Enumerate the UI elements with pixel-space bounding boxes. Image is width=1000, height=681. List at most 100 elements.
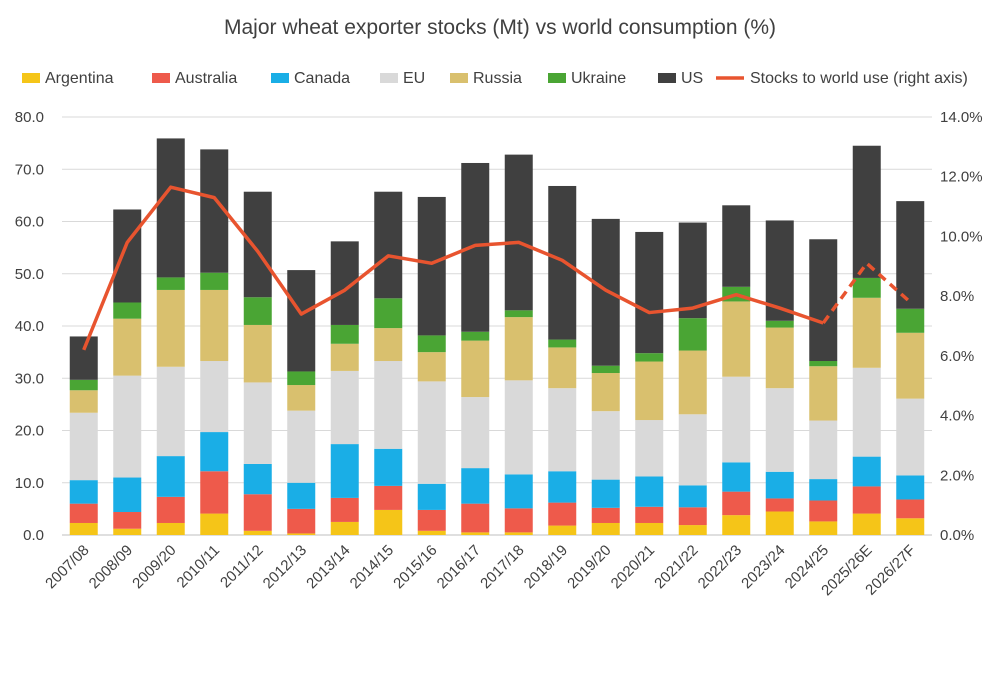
bar-segment-australia [505,508,533,532]
bar-segment-russia [853,298,881,368]
bar-stack [70,336,98,535]
x-axis: 2007/082008/092009/202010/112011/122012/… [42,542,919,599]
bar-segment-canada [679,485,707,507]
legend-item: US [658,70,703,87]
bar-segment-ukraine [548,340,576,348]
bar-segment-russia [374,328,402,361]
bar-segment-eu [418,381,446,483]
legend-item: Russia [450,70,522,87]
bar-segment-russia [157,290,185,367]
bar-segment-russia [461,341,489,397]
bar-segment-eu [853,368,881,457]
bar-segment-us [157,138,185,277]
left-tick-label: 50.0 [15,266,44,283]
bar-stack [592,219,620,535]
right-tick-label: 2.0% [940,467,974,484]
legend-item: EU [380,70,425,87]
bar-segment-canada [113,478,141,512]
bar-segment-argentina [679,525,707,535]
bar-segment-australia [200,471,228,513]
x-tick-label: 2019/20 [564,542,614,592]
legend-swatch [380,73,398,83]
bar-segment-australia [809,501,837,522]
bar-segment-us [548,186,576,340]
left-tick-label: 40.0 [15,318,44,335]
bar-stack [635,232,663,535]
right-axis: 0.0%2.0%4.0%6.0%8.0%10.0%12.0%14.0% [940,109,983,544]
bar-segment-ukraine [461,332,489,341]
bar-segment-russia [766,328,794,389]
bar-segment-ukraine [200,273,228,290]
bar-segment-canada [418,484,446,510]
bar-segment-us [461,163,489,332]
legend-swatch [658,73,676,83]
bar-segment-ukraine [505,310,533,317]
x-tick-label: 2011/12 [217,542,267,592]
right-tick-label: 14.0% [940,109,983,126]
bar-segment-australia [287,509,315,534]
bar-segment-canada [722,462,750,491]
bar-segment-us [418,197,446,335]
bar-segment-eu [461,397,489,468]
bar-segment-russia [679,351,707,415]
bar-segment-canada [766,472,794,499]
bar-segment-ukraine [331,325,359,344]
bar-segment-argentina [505,532,533,535]
bar-segment-ukraine [244,297,272,325]
bar-stack [244,192,272,535]
bar-segment-eu [679,414,707,485]
legend-item: Australia [152,70,237,87]
bar-segment-argentina [592,523,620,535]
bar-segment-argentina [418,531,446,535]
x-tick-label: 2008/09 [86,542,136,592]
right-tick-label: 12.0% [940,169,983,186]
bar-segment-argentina [853,514,881,535]
legend-swatch [271,73,289,83]
bar-stack [853,146,881,535]
x-tick-label: 2022/23 [695,542,745,592]
bar-segment-australia [722,492,750,516]
bar-segment-argentina [461,532,489,535]
bar-segment-us [374,192,402,299]
left-tick-label: 70.0 [15,161,44,178]
x-tick-label: 2023/24 [738,542,788,592]
x-tick-label: 2014/15 [347,542,397,592]
legend-swatch [22,73,40,83]
bar-segment-argentina [374,510,402,535]
bar-segment-australia [635,507,663,523]
bar-segment-russia [244,325,272,382]
bar-segment-eu [244,382,272,464]
bar-segment-russia [331,344,359,371]
bar-segment-russia [113,319,141,376]
bar-segment-us [635,232,663,353]
left-axis: 0.010.020.030.040.050.060.070.080.0 [15,109,44,544]
bar-segment-australia [592,508,620,523]
bar-segment-canada [287,483,315,509]
left-tick-label: 60.0 [15,214,44,231]
bar-segment-argentina [200,514,228,535]
bar-segment-australia [157,497,185,523]
bar-stack [331,241,359,535]
bar-segment-australia [113,512,141,529]
right-tick-label: 4.0% [940,408,974,425]
bar-segment-australia [461,504,489,533]
bar-segment-ukraine [418,335,446,352]
ratio-line-solid [84,187,824,350]
bar-segment-australia [331,498,359,522]
bar-segment-eu [896,399,924,476]
bar-segment-russia [70,390,98,412]
x-tick-label: 2021/22 [651,542,701,592]
bars [70,138,925,535]
legend-item: Ukraine [548,70,626,87]
bar-segment-argentina [722,515,750,535]
bar-segment-argentina [766,511,794,535]
legend-label: US [681,70,703,87]
legend-item: Argentina [22,70,114,87]
x-tick-label: 2013/14 [303,542,353,592]
bar-segment-canada [70,480,98,504]
bar-segment-australia [418,510,446,531]
legend-label: Russia [473,70,522,87]
